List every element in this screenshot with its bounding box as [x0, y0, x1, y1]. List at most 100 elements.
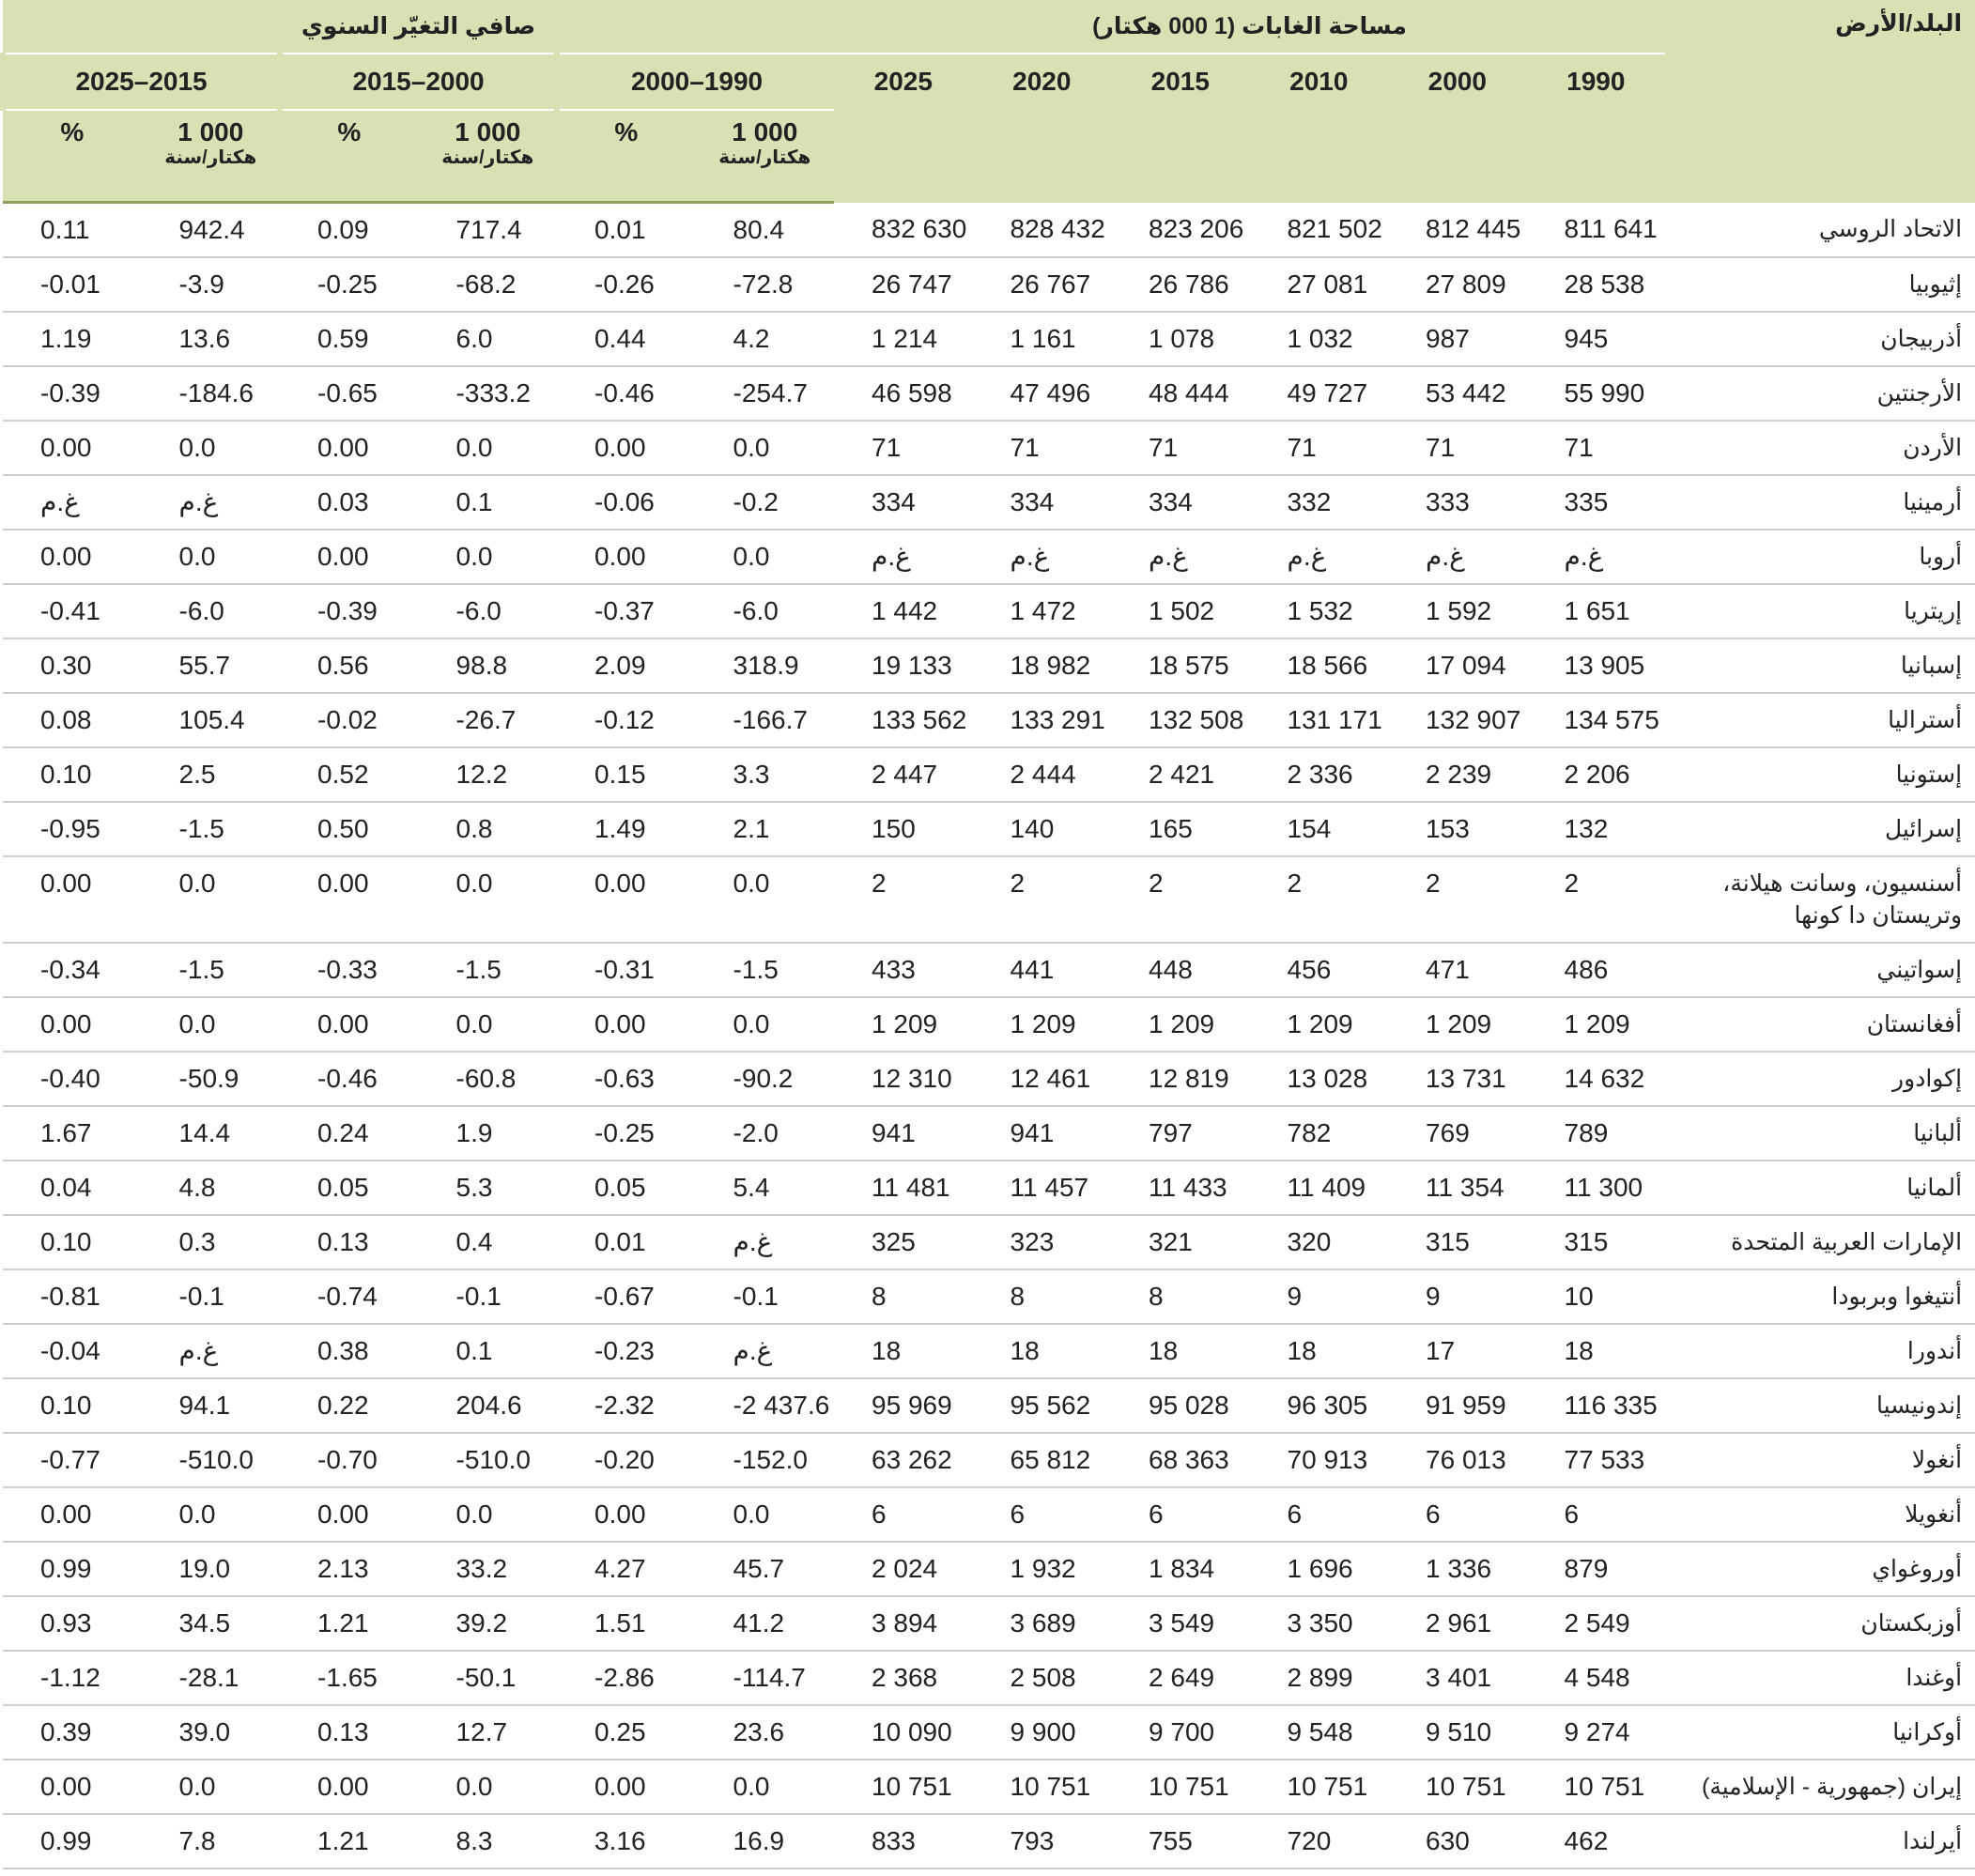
- cell-value: 325: [834, 1215, 973, 1270]
- cell-value: 19 133: [834, 638, 973, 694]
- table-row: الأردن 71 71 71 71 71 71 0.0 0.00 0.0 0.00 0.0 0.00: [3, 421, 1975, 476]
- cell-value: 332: [1249, 475, 1389, 531]
- cell-value: 133 291: [972, 693, 1112, 748]
- country-name: أوغندا: [1665, 1651, 1975, 1706]
- cell-value: 154: [1249, 802, 1389, 857]
- country-name: أذربيجان: [1665, 312, 1975, 367]
- cell-value: 456: [1249, 943, 1389, 998]
- table-row: الاتحاد الروسي 811 641 812 445 821 502 823 2…: [3, 202, 1975, 258]
- cell-value: 27 809: [1388, 257, 1527, 313]
- cell-value: 39.2: [418, 1596, 558, 1652]
- cell-value: -0.41: [3, 584, 142, 639]
- table-row: إسبانيا 13 905 17 094 18 566 18 575 18 982 19 …: [3, 638, 1975, 694]
- cell-value: 1 032: [1249, 312, 1389, 367]
- cell-value: 71: [1249, 421, 1389, 476]
- cell-value: -333.2: [418, 366, 558, 422]
- cell-value: 1.4: [695, 1868, 835, 1876]
- cell-value: 0.0: [695, 856, 835, 944]
- cell-value: غ.م: [141, 475, 281, 531]
- cell-value: 0.03: [280, 475, 419, 531]
- cell-value: 1 696: [1249, 1542, 1389, 1597]
- cell-value: 0.1: [418, 475, 558, 531]
- cell-value: 94.1: [141, 1378, 281, 1434]
- country-name: أوروغواي: [1665, 1542, 1975, 1597]
- cell-value: 71: [1388, 421, 1527, 476]
- cell-value: 0.00: [557, 530, 696, 585]
- cell-value: 26 767: [972, 257, 1112, 313]
- cell-value: غ.م: [1111, 530, 1250, 585]
- cell-value: 12.7: [418, 1705, 558, 1761]
- cell-value: -1.5: [418, 943, 558, 998]
- cell-value: غ.م: [1526, 530, 1666, 585]
- cell-value: 1 078: [1111, 312, 1250, 367]
- cell-value: 1 209: [1526, 997, 1666, 1053]
- cell-value: 0.8: [418, 802, 558, 857]
- cell-value: -0.40: [3, 1052, 142, 1107]
- cell-value: 71: [1526, 421, 1666, 476]
- cell-value: 96 305: [1249, 1378, 1389, 1434]
- cell-value: 18: [834, 1324, 973, 1379]
- cell-value: -0.23: [557, 1324, 696, 1379]
- cell-value: 717.4: [418, 202, 558, 258]
- cell-value: -0.39: [3, 366, 142, 422]
- cell-value: 0.99: [3, 1814, 142, 1869]
- cell-value: 18: [972, 1324, 1112, 1379]
- table-row: أرمينيا 335 333 332 334 334 334 -0.2 -0.06 0.1 0.0…: [3, 475, 1975, 531]
- cell-value: -50.9: [141, 1052, 281, 1107]
- year-header: 2015: [1111, 54, 1250, 203]
- cell-value: 70 913: [1249, 1433, 1389, 1488]
- cell-value: 10: [1526, 1269, 1666, 1325]
- cell-value: 334: [1111, 475, 1250, 531]
- cell-value: 26 786: [1111, 257, 1250, 313]
- cell-value: 11 409: [1249, 1161, 1389, 1216]
- cell-value: 0.0: [695, 1760, 835, 1815]
- cell-value: 812 445: [1388, 202, 1527, 258]
- cell-value: 0.50: [280, 802, 419, 857]
- year-header: 2010: [1249, 54, 1389, 203]
- cell-value: 49: [1249, 1868, 1389, 1876]
- cell-value: 1 932: [972, 1542, 1112, 1597]
- country-name: ألمانيا: [1665, 1161, 1975, 1216]
- cell-value: -0.34: [3, 943, 142, 998]
- cell-value: 41.2: [695, 1596, 835, 1652]
- cell-value: 61: [834, 1868, 973, 1876]
- cell-value: -2.0: [695, 1106, 835, 1161]
- cell-value: غ.م: [1249, 530, 1389, 585]
- cell-value: -0.46: [280, 1052, 419, 1107]
- cell-value: غ.م: [3, 475, 142, 531]
- cell-value: 8: [834, 1269, 973, 1325]
- cell-value: -510.0: [418, 1433, 558, 1488]
- cell-value: 1.4: [418, 1868, 558, 1876]
- country-name: الأردن: [1665, 421, 1975, 476]
- cell-value: 5.3: [418, 1161, 558, 1216]
- cell-value: 0.1: [418, 1324, 558, 1379]
- cell-value: -50.1: [418, 1651, 558, 1706]
- cell-value: 1 209: [1111, 997, 1250, 1053]
- cell-value: 8: [1111, 1269, 1250, 1325]
- country-name: أوكرانيا: [1665, 1705, 1975, 1761]
- cell-value: 0.52: [280, 747, 419, 803]
- country-name: أروبا: [1665, 530, 1975, 585]
- unit-header: 1 000 هكتار/سنة: [141, 110, 281, 204]
- cell-value: 18 982: [972, 638, 1112, 694]
- cell-value: 334: [972, 475, 1112, 531]
- cell-value: 12 819: [1111, 1052, 1250, 1107]
- cell-value: 433: [834, 943, 973, 998]
- cell-value: 0.4: [418, 1215, 558, 1270]
- cell-value: 57: [972, 1868, 1112, 1876]
- cell-value: 3 401: [1388, 1651, 1527, 1706]
- cell-value: -0.04: [3, 1324, 142, 1379]
- year-header: 1990: [1526, 54, 1666, 203]
- cell-value: 1 161: [972, 312, 1112, 367]
- cell-value: 315: [1526, 1215, 1666, 1270]
- cell-value: 91 959: [1388, 1378, 1527, 1434]
- cell-value: 3.3: [695, 747, 835, 803]
- cell-value: 0.30: [3, 638, 142, 694]
- cell-value: 14 632: [1526, 1052, 1666, 1107]
- cell-value: -1.5: [141, 943, 281, 998]
- cell-value: -0.70: [280, 1433, 419, 1488]
- cell-value: 789: [1526, 1106, 1666, 1161]
- cell-value: -3.9: [141, 257, 281, 313]
- cell-value: -510.0: [141, 1433, 281, 1488]
- cell-value: 1 651: [1526, 584, 1666, 639]
